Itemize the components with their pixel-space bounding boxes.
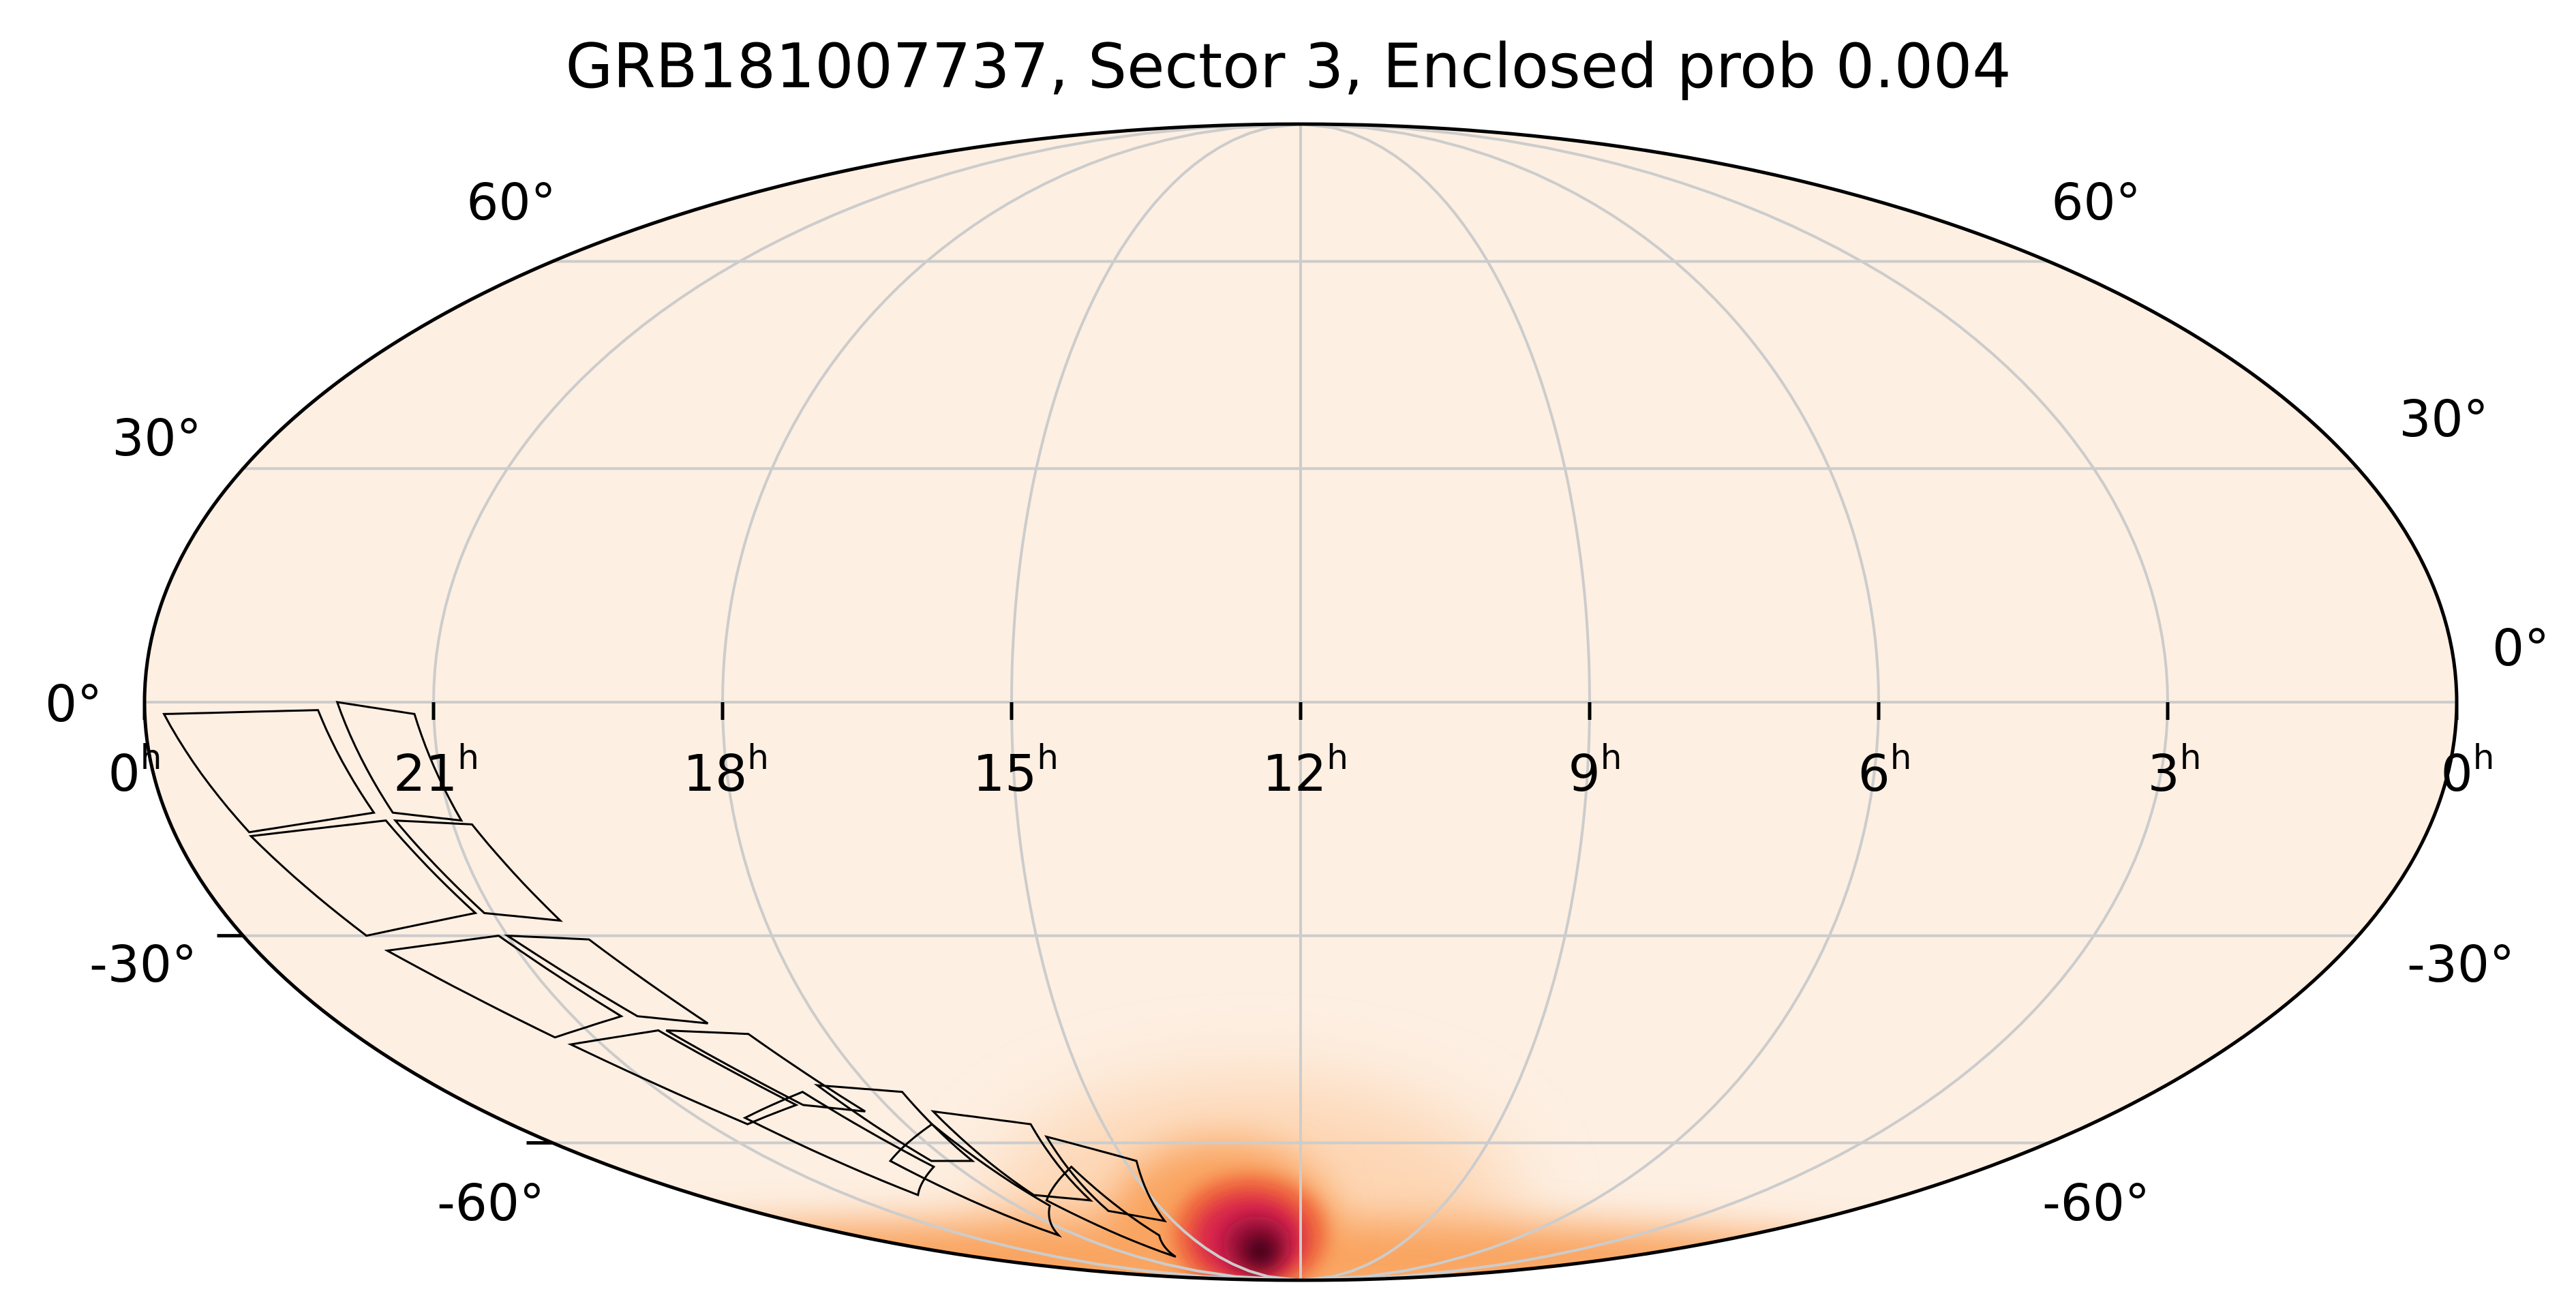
dec-tick-labels-right: 60° 30° 0° -30° -60° <box>2042 173 2549 1233</box>
camera-footprint <box>742 1091 936 1197</box>
camera-footprint <box>384 935 624 1039</box>
camera-footprint <box>665 1029 866 1113</box>
camera-footprint <box>335 701 464 822</box>
camera-footprint <box>567 1029 799 1125</box>
dec-tick-label: 60° <box>2051 173 2140 232</box>
camera-footprint <box>162 709 376 834</box>
dec-tick-labels-left: 60° 30° 0° -30° -60° <box>45 173 556 1233</box>
ra-tick-labels: 0h 21h 18h 15h 12h 9h 6h 3h 0h <box>108 738 2495 803</box>
dec-tick-label: -30° <box>2407 935 2515 994</box>
ra-tick-label: 21h <box>393 738 479 803</box>
camera-footprint <box>930 1110 1093 1202</box>
camera-footprint <box>813 1084 975 1162</box>
dec-tick-label: 0° <box>2492 619 2549 678</box>
ra-tick-label: 9h <box>1569 738 1622 803</box>
dec-tick-label: 60° <box>466 173 556 232</box>
dec-tick-label: 30° <box>112 409 201 468</box>
dec-tick-label: -60° <box>2042 1174 2150 1233</box>
heat-peak <box>1244 1235 1276 1267</box>
camera-footprints <box>162 701 1177 1258</box>
ra-tick-label: 18h <box>683 738 769 803</box>
camera-footprint <box>1045 1165 1177 1258</box>
dec-tick-label: 30° <box>2399 390 2488 449</box>
ra-tick-label: 12h <box>1262 738 1348 803</box>
dec-tick-label: -30° <box>89 935 197 994</box>
ra-tick-label: 3h <box>2148 738 2202 803</box>
camera-footprint <box>1044 1135 1168 1223</box>
ra-tick-label: 15h <box>973 738 1059 803</box>
camera-footprint <box>393 819 563 922</box>
camera-footprint <box>888 1123 1063 1238</box>
camera-footprint <box>503 934 709 1025</box>
ra-tick-label: 6h <box>1858 738 1912 803</box>
camera-footprint <box>248 819 478 937</box>
axis-ticks <box>142 702 2459 1145</box>
dec-tick-label: -60° <box>437 1174 545 1233</box>
ra-tick-label: 0h <box>108 738 162 803</box>
dec-tick-label: 0° <box>45 675 102 734</box>
chart-title: GRB181007737, Sector 3, Enclosed prob 0.… <box>565 31 2011 102</box>
ra-tick-label: 0h <box>2441 738 2495 803</box>
